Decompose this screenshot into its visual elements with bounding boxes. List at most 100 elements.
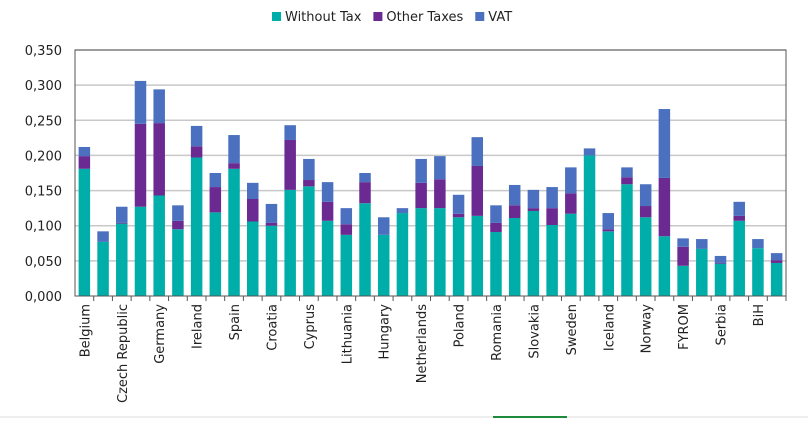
x-tick-label: Germany (153, 304, 168, 364)
bar-segment-other-taxes (733, 215, 745, 221)
y-tick-label: 0,100 (25, 220, 62, 235)
bar-segment-other-taxes (415, 182, 427, 209)
x-tick-label: Romania (490, 304, 505, 361)
bar-segment-without-tax (172, 229, 184, 296)
x-tick-label: Norway (640, 304, 655, 354)
plot-frame (74, 49, 787, 297)
bar-segment-other-taxes (490, 222, 502, 233)
bar-segment-other-taxes (284, 139, 296, 190)
y-tick-label: 0,250 (25, 114, 62, 129)
legend-swatch (475, 12, 485, 21)
y-tick-label: 0,350 (25, 44, 62, 59)
bar-segment-other-taxes (247, 199, 259, 222)
bar-segment-vat (621, 167, 633, 178)
bar-segment-without-tax (396, 213, 409, 296)
bar-segment-without-tax (471, 215, 484, 296)
bar-segment-vat (452, 194, 465, 214)
x-tick-label: Poland (453, 304, 468, 347)
bar-segment-without-tax (434, 208, 446, 296)
bar-segment-without-tax (97, 241, 109, 296)
x-tick-label: Belgium (78, 304, 93, 357)
bar-segment-other-taxes (621, 177, 633, 185)
bar-segment-without-tax (209, 212, 222, 296)
x-tick-label: Sweden (565, 304, 580, 355)
bar-segment-without-tax (527, 210, 540, 296)
bar-segment-vat (377, 217, 390, 235)
bar-segment-other-taxes (434, 179, 446, 209)
bar-segment-other-taxes (770, 260, 783, 263)
bar-segment-vat (134, 80, 147, 124)
bar-segment-vat (97, 231, 109, 242)
bar-segment-without-tax (153, 195, 165, 296)
bar-segment-vat (696, 239, 708, 249)
bar-segment-other-taxes (134, 123, 147, 207)
x-tick-label: Czech Republic (116, 304, 131, 403)
bar-segment-vat (396, 208, 409, 214)
x-tick-label: Slovakia (527, 304, 542, 359)
bar-segment-vat (546, 187, 558, 209)
bar-segment-without-tax (546, 225, 558, 296)
bar-segment-vat (415, 158, 427, 183)
bar-segment-vat (321, 182, 334, 202)
bar-segment-other-taxes (714, 262, 727, 264)
bar-segment-other-taxes (658, 177, 671, 237)
bar-segment-without-tax (508, 217, 521, 296)
bar-segment-without-tax (714, 263, 727, 296)
bar-segment-without-tax (621, 184, 633, 296)
bar-segment-without-tax (284, 189, 296, 296)
x-tick-label: Spain (228, 304, 243, 340)
bar-segment-without-tax (190, 157, 203, 296)
bar-segment-vat (508, 184, 521, 206)
bar-segment-vat (752, 239, 764, 249)
y-tick-label: 0,050 (25, 255, 62, 270)
bar-segment-without-tax (265, 225, 278, 296)
legend-label: VAT (488, 10, 512, 25)
y-axis: 0,000 0,050 0,100 0,150 0,200 0,250 0,300 0,350 (25, 44, 62, 305)
bar-segment-without-tax (583, 155, 596, 296)
bar-segment-without-tax (677, 265, 689, 296)
bar-segment-other-taxes (265, 222, 278, 226)
bar-segment-vat (340, 208, 353, 225)
bar-segment-vat (153, 89, 165, 124)
bar-segment-other-taxes (190, 146, 203, 158)
y-tick-label: 0,200 (25, 149, 62, 164)
bar-segment-without-tax (452, 217, 465, 296)
legend: Without Tax Other Taxes VAT (272, 10, 512, 25)
bar-segment-without-tax (752, 248, 764, 296)
bar-segment-vat (434, 156, 446, 180)
bar-segment-other-taxes (508, 205, 521, 218)
bar-segment-without-tax (770, 262, 783, 296)
bar-segment-other-taxes (172, 220, 184, 230)
bar-segment-other-taxes (639, 206, 652, 218)
legend-label: Without Tax (285, 10, 362, 25)
x-tick-label: Ireland (191, 304, 206, 349)
legend-swatch (373, 12, 383, 21)
bar-segment-vat (639, 184, 652, 207)
bar-segment-without-tax (247, 221, 259, 296)
bar-segment-vat (190, 125, 203, 147)
bar-segment-other-taxes (78, 156, 91, 169)
y-tick-label: 0,150 (25, 185, 62, 200)
x-tick-label: BiH (752, 304, 767, 326)
bar-segment-vat (172, 205, 184, 221)
x-tick-label: Iceland (602, 304, 617, 351)
y-tick-label: 0,300 (25, 79, 62, 94)
x-tick-label: Cyprus (303, 304, 318, 350)
legend-label: Other Taxes (386, 10, 463, 25)
bar-segment-vat (228, 135, 240, 164)
bar-segment-vat (490, 205, 502, 223)
bar-segment-without-tax (490, 232, 502, 296)
bar-segment-without-tax (134, 206, 147, 296)
bar-segment-other-taxes (116, 222, 128, 224)
bar-segment-other-taxes (546, 208, 558, 226)
bar-segment-other-taxes (677, 246, 689, 266)
bar-segment-other-taxes (527, 208, 540, 211)
bar-segment-vat (565, 167, 577, 194)
x-axis: Belgium Czech Republic Germany Ireland Spain… (78, 296, 787, 403)
bar-segment-vat (209, 173, 222, 188)
bars (78, 80, 783, 296)
bar-segment-without-tax (415, 208, 427, 296)
bar-segment-vat (658, 109, 671, 178)
bar-segment-other-taxes (565, 193, 577, 214)
